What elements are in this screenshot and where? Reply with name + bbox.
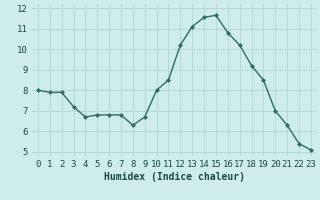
- X-axis label: Humidex (Indice chaleur): Humidex (Indice chaleur): [104, 172, 245, 182]
